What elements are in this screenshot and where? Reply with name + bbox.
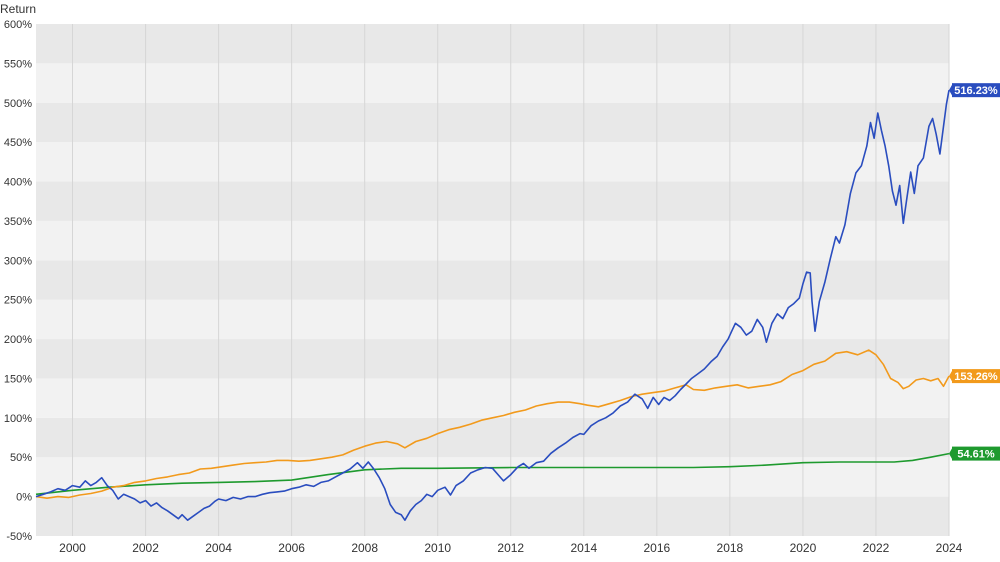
background-bands <box>36 24 949 536</box>
y-tick-label: 0% <box>16 492 32 504</box>
y-tick-label: 50% <box>10 452 32 464</box>
x-tick-label: 2014 <box>570 541 597 555</box>
x-tick-label: 2000 <box>59 541 86 555</box>
end-label-text: 516.23% <box>954 85 998 97</box>
y-tick-label: -50% <box>6 531 32 543</box>
y-tick-label: 450% <box>4 137 32 149</box>
end-label-box <box>952 369 1000 384</box>
end-label-text: 54.61% <box>957 449 995 461</box>
grid-band <box>36 142 949 182</box>
grid-band <box>36 181 949 221</box>
grid-band <box>36 24 949 64</box>
vertical-gridlines <box>72 24 950 536</box>
x-axis: 2000 2002 2004 2006 2008 2010 2012 2014 2016 2018… <box>59 541 963 555</box>
y-tick-label: 400% <box>4 177 32 189</box>
y-tick-label: 550% <box>4 58 32 70</box>
y-tick-label: 250% <box>4 295 32 307</box>
x-tick-label: 2006 <box>278 541 305 555</box>
grid-band <box>36 102 949 143</box>
grid-band <box>36 63 949 103</box>
y-tick-label: 600% <box>4 19 32 31</box>
end-label-text: 153.26% <box>954 371 998 383</box>
end-label-1: 153.26% <box>949 369 1000 384</box>
end-value-labels: 516.23% 153.26% 54.61% <box>949 83 1000 461</box>
grid-band <box>36 260 949 300</box>
x-tick-label: 2020 <box>790 541 817 555</box>
x-tick-label: 2008 <box>351 541 378 555</box>
grid-band <box>36 220 949 261</box>
grid-band <box>36 417 949 458</box>
y-axis: -50% 0% 50% 100% 150% 200% 250% 300% 350% 400% 450… <box>4 19 32 543</box>
x-tick-label: 2004 <box>205 541 232 555</box>
grid-band <box>36 378 949 418</box>
end-label-2: 54.61% <box>949 446 1000 461</box>
y-tick-label: 500% <box>4 98 32 110</box>
grid-band <box>36 339 949 379</box>
end-label-box <box>952 83 1000 98</box>
series-line-2 <box>35 452 950 496</box>
x-tick-label: 2010 <box>424 541 451 555</box>
x-tick-label: 2002 <box>132 541 159 555</box>
grid-band <box>36 299 949 340</box>
series-line-0 <box>35 90 950 521</box>
series-lines <box>35 90 950 521</box>
series-line-1 <box>35 349 950 499</box>
x-tick-label: 2024 <box>936 541 963 555</box>
x-tick-label: 2016 <box>643 541 670 555</box>
y-tick-label: 100% <box>4 413 32 425</box>
y-tick-label: 150% <box>4 373 32 385</box>
y-tick-label: 350% <box>4 216 32 228</box>
y-tick-label: 200% <box>4 334 32 346</box>
y-tick-label: 300% <box>4 255 32 267</box>
y-axis-title: Return <box>0 2 36 16</box>
end-label-box <box>952 446 1000 461</box>
x-tick-label: 2012 <box>497 541 524 555</box>
grid-band <box>36 496 949 536</box>
x-tick-label: 2018 <box>717 541 744 555</box>
x-tick-label: 2022 <box>863 541 890 555</box>
end-label-0: 516.23% <box>949 83 1000 98</box>
